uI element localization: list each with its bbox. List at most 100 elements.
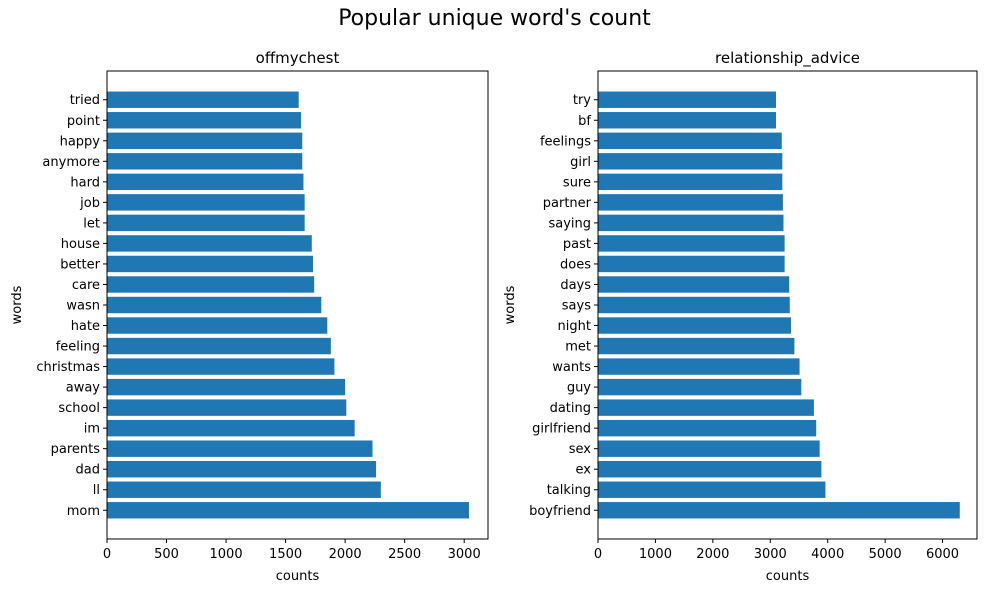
bar-school: [107, 399, 347, 416]
bar-mom: [107, 502, 469, 519]
y-tick-label-hate: hate: [71, 319, 100, 334]
y-tick-label-sex: sex: [569, 442, 592, 457]
y-tick-label-partner: partner: [543, 196, 592, 211]
y-tick-label-happy: happy: [60, 134, 101, 149]
bar-says: [598, 296, 790, 314]
y-tick-label-talking: talking: [547, 483, 591, 498]
x-tick-label: 0: [103, 547, 111, 562]
bar-bf: [598, 112, 777, 129]
y-axis-label: words: [10, 285, 25, 324]
y-tick-label-let: let: [83, 216, 100, 231]
bar-sure: [598, 173, 783, 191]
bar-night: [598, 317, 791, 334]
axes-title: relationship_advice: [715, 49, 860, 68]
bar-anymore: [107, 153, 303, 170]
y-tick-label-sure: sure: [563, 175, 591, 190]
bar-wants: [598, 358, 800, 375]
y-tick-label-girl: girl: [570, 155, 591, 170]
bar-dad: [107, 461, 377, 478]
bar-try: [598, 91, 777, 108]
axes-title: offmychest: [256, 49, 340, 67]
bar-parents: [107, 440, 373, 457]
x-tick-label: 3000: [754, 547, 787, 562]
x-tick-label: 2500: [388, 547, 421, 562]
bar-ll: [107, 481, 381, 498]
bar-care: [107, 276, 315, 293]
bar-better: [107, 255, 313, 273]
bar-guy: [598, 378, 802, 396]
x-tick-label: 3000: [448, 547, 481, 562]
y-tick-label-feeling: feeling: [56, 340, 100, 355]
bar-girl: [598, 153, 783, 170]
bar-christmas: [107, 358, 335, 375]
chart-panel-offmychest: mom ll dad parents im school away christmas feel…: [10, 49, 489, 584]
bar-talking: [598, 481, 826, 498]
bar-happy: [107, 132, 303, 149]
y-tick-label-better: better: [60, 257, 100, 272]
bar-point: [107, 112, 302, 129]
y-tick-label-school: school: [58, 401, 100, 416]
bar-hard: [107, 173, 304, 191]
x-tick-label: 1000: [210, 547, 243, 562]
bar-job: [107, 194, 305, 211]
x-tick-label: 5000: [869, 547, 902, 562]
y-tick-label-met: met: [565, 340, 591, 355]
x-axis-label: counts: [276, 569, 320, 584]
axes-frame: [106, 70, 489, 540]
bar-im: [107, 419, 355, 437]
y-tick-label-hard: hard: [70, 175, 100, 190]
y-tick-label-im: im: [84, 422, 100, 437]
axes-frame: [597, 70, 978, 540]
y-tick-label-try: try: [573, 93, 591, 108]
figure-title: Popular unique word's count: [338, 6, 651, 31]
bar-saying: [598, 214, 784, 232]
bar-feeling: [107, 337, 331, 355]
bar-away: [107, 378, 346, 396]
y-tick-label-mom: mom: [67, 504, 100, 519]
y-tick-label-saying: saying: [548, 216, 591, 231]
y-tick-label-night: night: [558, 319, 591, 334]
bar-house: [107, 235, 312, 252]
y-axis-label: words: [503, 285, 518, 324]
x-tick-label: 6000: [926, 547, 959, 562]
chart-panel-relationship-advice: boyfriend talking ex sex girlfriend dating guy…: [503, 49, 978, 584]
y-tick-label-feelings: feelings: [540, 134, 591, 149]
y-tick-label-past: past: [563, 237, 591, 252]
bar-dating: [598, 399, 814, 416]
y-tick-label-girlfriend: girlfriend: [532, 422, 591, 437]
y-tick-label-days: days: [560, 278, 591, 293]
bar-feelings: [598, 132, 782, 149]
bar-past: [598, 235, 785, 252]
y-tick-label-says: says: [562, 299, 591, 314]
bar-ex: [598, 461, 822, 478]
bar-boyfriend: [598, 502, 960, 519]
y-tick-label-wasn: wasn: [66, 299, 100, 314]
x-tick-label: 4000: [811, 547, 844, 562]
y-tick-label-parents: parents: [51, 442, 101, 457]
bar-let: [107, 214, 305, 232]
bar-girlfriend: [598, 419, 817, 437]
x-tick-label: 500: [154, 547, 179, 562]
x-axis-label: counts: [766, 569, 810, 584]
x-tick-label: 2000: [696, 547, 729, 562]
y-tick-label-house: house: [61, 237, 100, 252]
y-tick-label-wants: wants: [552, 360, 591, 375]
bar-hate: [107, 317, 328, 334]
bar-tried: [107, 91, 299, 108]
y-tick-label-guy: guy: [567, 381, 591, 396]
y-tick-label-anymore: anymore: [42, 155, 100, 170]
y-tick-label-does: does: [560, 257, 591, 272]
y-tick-label-ex: ex: [576, 463, 592, 478]
y-tick-label-christmas: christmas: [36, 360, 100, 375]
y-tick-label-away: away: [66, 381, 101, 396]
x-tick-label: 2000: [329, 547, 362, 562]
x-tick-label: 1500: [269, 547, 302, 562]
y-tick-label-dating: dating: [550, 401, 591, 416]
bar-wasn: [107, 296, 322, 314]
y-tick-label-boyfriend: boyfriend: [529, 504, 591, 519]
bar-does: [598, 255, 785, 273]
bar-days: [598, 276, 790, 293]
y-tick-label-tried: tried: [70, 93, 100, 108]
y-tick-label-job: job: [79, 196, 100, 211]
